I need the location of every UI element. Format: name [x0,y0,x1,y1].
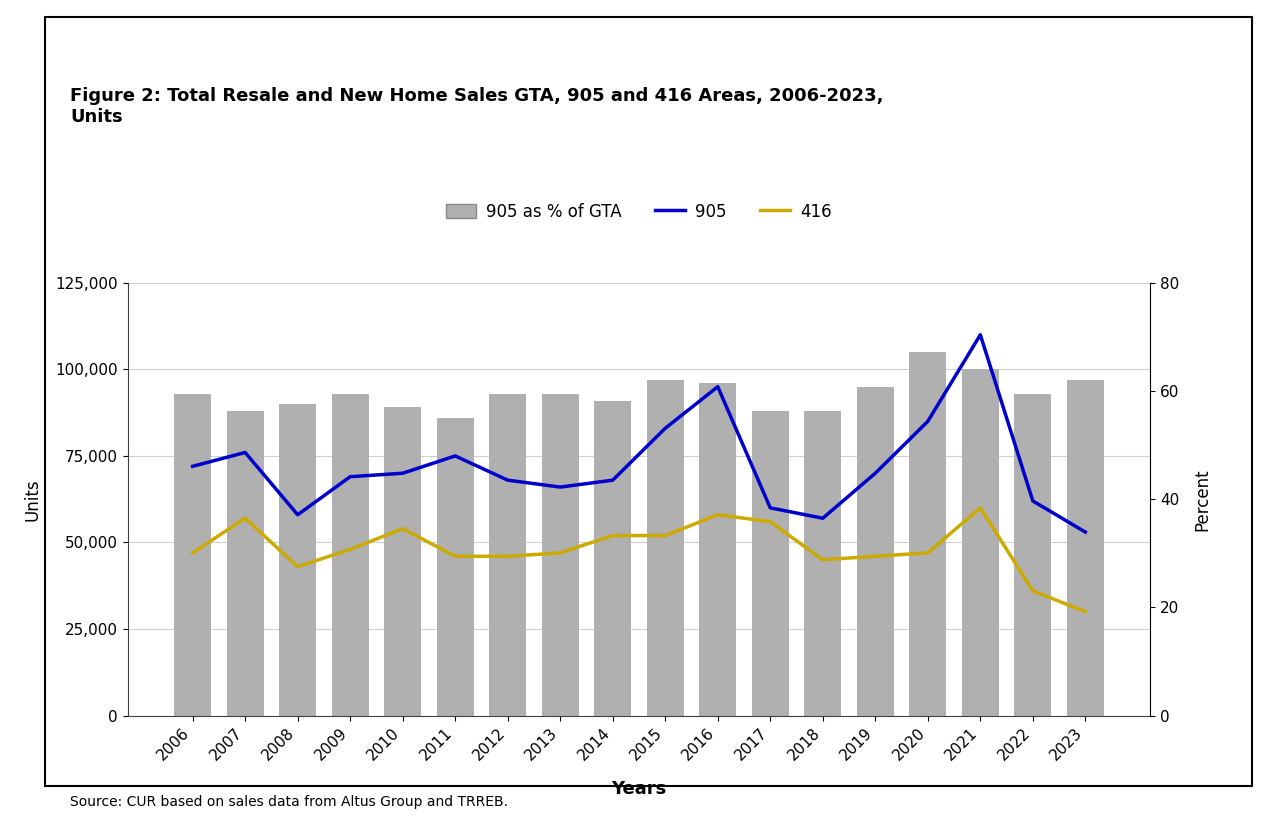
Y-axis label: Percent: Percent [1194,468,1212,531]
Bar [804,411,841,716]
Bar [1015,394,1052,716]
Bar [910,352,946,716]
Y-axis label: Units: Units [23,478,42,521]
Bar [751,411,789,716]
Bar [962,369,998,716]
Bar [385,408,420,716]
Bar [1067,379,1104,716]
Bar [858,387,893,716]
Bar [542,394,579,716]
Bar [280,404,316,716]
Legend: 905 as % of GTA, 905, 416: 905 as % of GTA, 905, 416 [440,196,838,227]
X-axis label: Years: Years [611,780,667,798]
Bar [174,394,211,716]
Bar [226,411,263,716]
Bar [332,394,368,716]
Text: Source: CUR based on sales data from Altus Group and TRREB.: Source: CUR based on sales data from Alt… [70,795,509,809]
Text: Figure 2: Total Resale and New Home Sales GTA, 905 and 416 Areas, 2006-2023,
Uni: Figure 2: Total Resale and New Home Sale… [70,87,884,126]
Bar [437,418,474,716]
Bar [647,379,684,716]
Bar [489,394,527,716]
Bar [699,384,736,716]
Bar [594,400,631,716]
